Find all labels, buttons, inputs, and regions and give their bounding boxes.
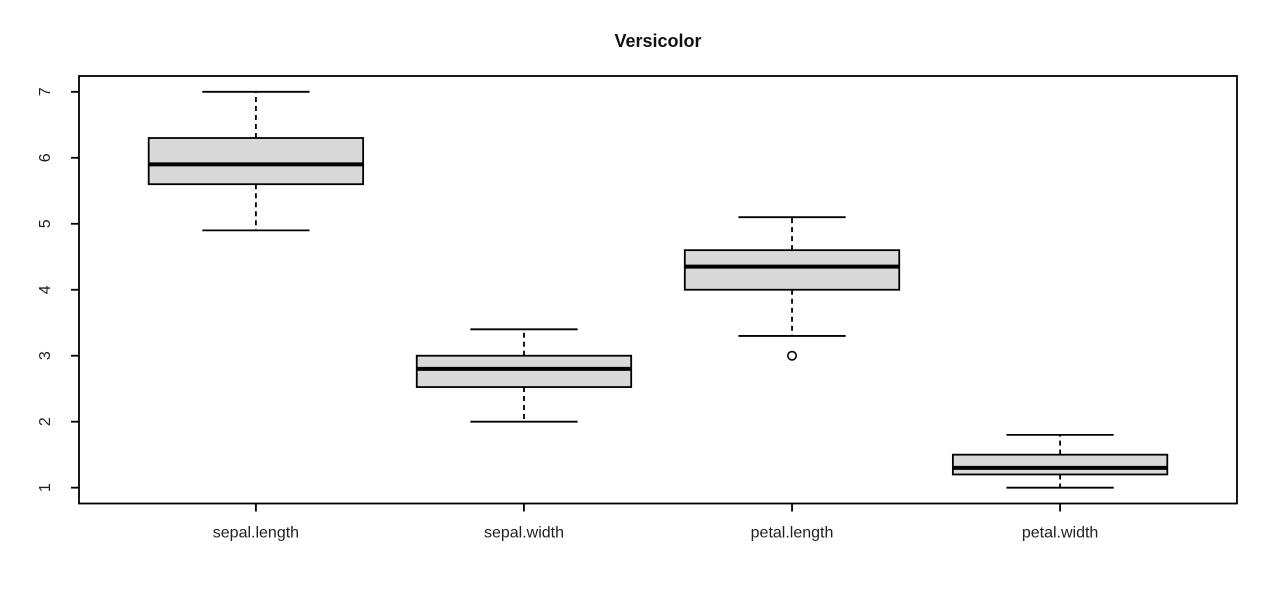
y-tick-label-3: 3: [37, 351, 54, 360]
iqr-box-petal-length: [683, 249, 901, 291]
iqr-box-sepal-width: [415, 354, 633, 388]
x-axis-label-sepal-width: sepal.width: [484, 525, 564, 542]
x-axis: sepal.length sepal.width petal.length petal…: [213, 503, 1099, 542]
y-tick-label-7: 7: [37, 87, 54, 96]
y-axis: 1 2 3 4 5 6 7: [37, 87, 79, 492]
box-group-petal-length: [683, 216, 901, 361]
chart-title: Versicolor: [614, 31, 701, 51]
y-tick-label-6: 6: [37, 153, 54, 162]
outlier-petal-length-0: [787, 350, 798, 361]
x-axis-label-petal-length: petal.length: [751, 525, 834, 542]
iqr-box-petal-width: [951, 453, 1169, 476]
boxplot-series: [147, 90, 1169, 489]
y-tick-label-1: 1: [37, 483, 54, 492]
x-axis-label-petal-width: petal.width: [1022, 525, 1099, 542]
y-tick-label-2: 2: [37, 417, 54, 426]
x-axis-label-sepal-length: sepal.length: [213, 525, 299, 542]
box-group-petal-width: [951, 433, 1169, 489]
box-group-sepal-length: [147, 90, 365, 232]
iqr-box-sepal-length: [147, 137, 365, 186]
y-tick-label-4: 4: [37, 285, 54, 294]
box-group-sepal-width: [415, 328, 633, 423]
y-tick-label-5: 5: [37, 219, 54, 228]
